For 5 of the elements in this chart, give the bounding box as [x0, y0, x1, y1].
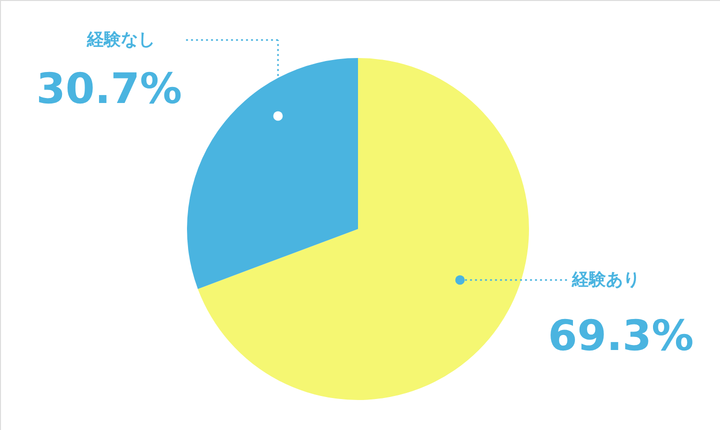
data-label: 30.7%: [36, 64, 182, 113]
slice-label: 経験なし: [86, 30, 155, 50]
pie-slice: [198, 58, 529, 400]
slice-label: 経験あり: [571, 270, 640, 290]
data-label: 69.3%: [548, 311, 694, 360]
